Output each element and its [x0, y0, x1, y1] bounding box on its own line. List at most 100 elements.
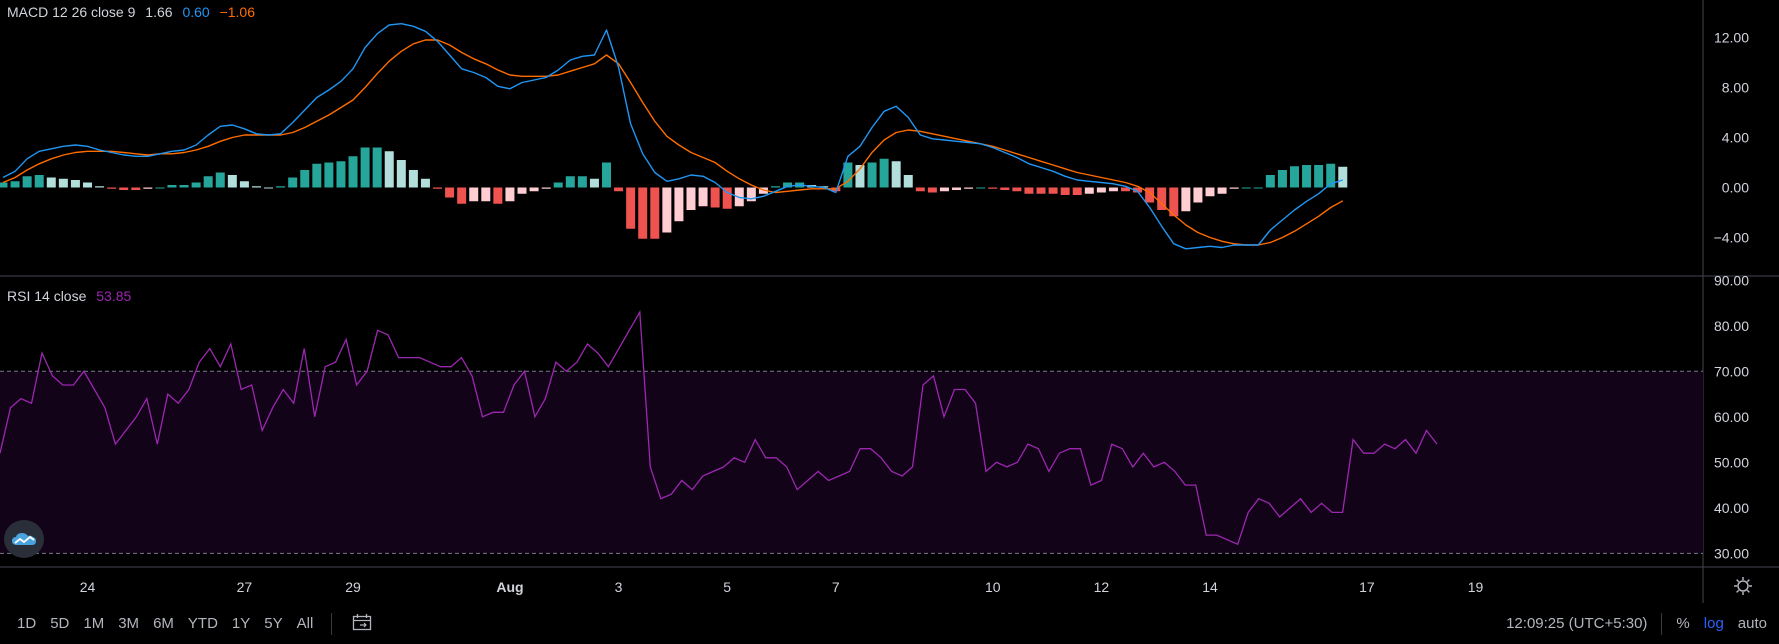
- auto-scale-toggle[interactable]: auto: [1737, 615, 1767, 632]
- histogram-bar: [710, 187, 720, 208]
- histogram-bar: [46, 177, 56, 188]
- log-scale-toggle[interactable]: log: [1703, 615, 1724, 632]
- macd-axis-tick: 4.00: [1722, 130, 1749, 146]
- histogram-bar: [372, 147, 382, 188]
- macd-histogram-value: 1.66: [145, 4, 173, 20]
- macd-legend[interactable]: MACD 12 26 close 9 1.66 0.60 −1.06: [7, 4, 261, 20]
- rsi-line: [0, 309, 1438, 546]
- histogram-bar: [1096, 187, 1106, 193]
- tradingview-logo-icon[interactable]: [4, 520, 44, 558]
- macd-line: [2, 23, 1344, 250]
- histogram-bar: [384, 151, 394, 188]
- histogram-bar: [82, 182, 92, 188]
- histogram-bar: [903, 175, 913, 188]
- rsi-band: [0, 371, 1703, 554]
- range-button-5y[interactable]: 5Y: [264, 615, 283, 632]
- range-button-1y[interactable]: 1Y: [231, 615, 251, 632]
- histogram-bar: [939, 187, 949, 192]
- range-button-5d[interactable]: 5D: [50, 615, 70, 632]
- histogram-bar: [541, 187, 551, 189]
- gear-tooth: [1736, 589, 1740, 593]
- histogram-bar: [58, 178, 68, 188]
- percent-scale-toggle[interactable]: %: [1676, 615, 1690, 632]
- histogram-bar: [1314, 165, 1324, 188]
- range-button-ytd[interactable]: YTD: [187, 615, 218, 632]
- toolbar-divider: [1661, 612, 1663, 635]
- histogram-bar: [976, 187, 986, 189]
- histogram-bar: [179, 185, 189, 188]
- time-axis-tick: 19: [1468, 579, 1484, 595]
- histogram-bar: [1229, 187, 1239, 189]
- histogram-bar: [324, 162, 334, 188]
- histogram-bar: [1024, 187, 1034, 194]
- histogram-bar: [988, 187, 998, 189]
- histogram-bar: [191, 182, 201, 188]
- histogram-bar: [155, 187, 165, 189]
- histogram-bar: [1277, 170, 1287, 188]
- range-button-3m[interactable]: 3M: [118, 615, 140, 632]
- range-button-all[interactable]: All: [296, 615, 314, 632]
- rsi-axis-tick: 90.00: [1714, 272, 1749, 288]
- status-right: 12:09:25 (UTC+5:30) % log auto: [1506, 603, 1779, 644]
- histogram-bar: [300, 170, 310, 188]
- time-axis-tick: 7: [832, 579, 840, 595]
- histogram-bar: [1169, 187, 1179, 217]
- histogram-bar: [952, 187, 962, 190]
- histogram-bar: [1217, 187, 1227, 194]
- histogram-bar: [626, 187, 636, 229]
- histogram-bar: [348, 156, 358, 188]
- rsi-axis-tick: 30.00: [1714, 545, 1749, 561]
- histogram-bar: [10, 181, 20, 188]
- rsi-axis-tick: 70.00: [1714, 363, 1749, 379]
- histogram-bar: [577, 176, 587, 188]
- histogram-bar: [420, 178, 430, 188]
- rsi-legend-title: RSI 14 close: [7, 288, 87, 304]
- histogram-bar: [891, 161, 901, 188]
- time-axis-tick: 17: [1359, 579, 1375, 595]
- histogram-bar: [493, 187, 503, 204]
- histogram-bar: [107, 187, 117, 189]
- histogram-bar: [867, 162, 877, 188]
- time-axis-tick: 12: [1094, 579, 1110, 595]
- histogram-bar: [1338, 166, 1348, 188]
- histogram-bar: [770, 186, 780, 188]
- macd-axis-tick: 12.00: [1714, 30, 1749, 46]
- histogram-bar: [131, 187, 141, 190]
- histogram-bar: [288, 177, 298, 188]
- histogram-bar: [879, 158, 889, 188]
- histogram-bar: [1145, 187, 1155, 203]
- histogram-bar: [312, 163, 322, 188]
- range-button-1d[interactable]: 1D: [17, 615, 37, 632]
- histogram-bar: [843, 162, 853, 188]
- histogram-bar: [505, 187, 515, 202]
- histogram-bar: [915, 187, 925, 192]
- rsi-pane: [0, 309, 1703, 554]
- chart-area[interactable]: 12.00 8.00 4.00 0.00 −4.00 90.00 80.00 70.00 60.…: [0, 0, 1779, 603]
- histogram-bar: [1121, 187, 1131, 192]
- settings-gear-icon[interactable]: [1734, 577, 1752, 595]
- histogram-bar: [1253, 187, 1263, 189]
- histogram-bar: [1012, 187, 1022, 192]
- histogram-bar: [360, 147, 370, 188]
- histogram-bar: [95, 186, 105, 188]
- histogram-bar: [1133, 187, 1143, 193]
- date-range-icon[interactable]: [352, 613, 372, 635]
- cloud-icon: [12, 533, 36, 545]
- histogram-bar: [1302, 165, 1312, 188]
- range-button-6m[interactable]: 6M: [153, 615, 174, 632]
- histogram-bar: [70, 180, 80, 188]
- macd-line-value: 0.60: [182, 4, 210, 20]
- time-axis-tick: Aug: [496, 579, 523, 595]
- histogram-bar: [433, 187, 443, 189]
- histogram-bar: [203, 176, 213, 188]
- histogram-bar: [722, 187, 732, 209]
- histogram-bar: [529, 187, 539, 192]
- toolbar-divider: [331, 612, 333, 635]
- time-range-group: 1D 5D 1M 3M 6M YTD 1Y 5Y All: [0, 615, 313, 632]
- time-axis-tick: 10: [985, 579, 1001, 595]
- gear-tooth: [1736, 579, 1740, 583]
- clock-timezone[interactable]: 12:09:25 (UTC+5:30): [1506, 615, 1648, 632]
- rsi-legend[interactable]: RSI 14 close 53.85: [7, 288, 137, 304]
- range-button-1m[interactable]: 1M: [83, 615, 105, 632]
- signal-line: [2, 39, 1344, 246]
